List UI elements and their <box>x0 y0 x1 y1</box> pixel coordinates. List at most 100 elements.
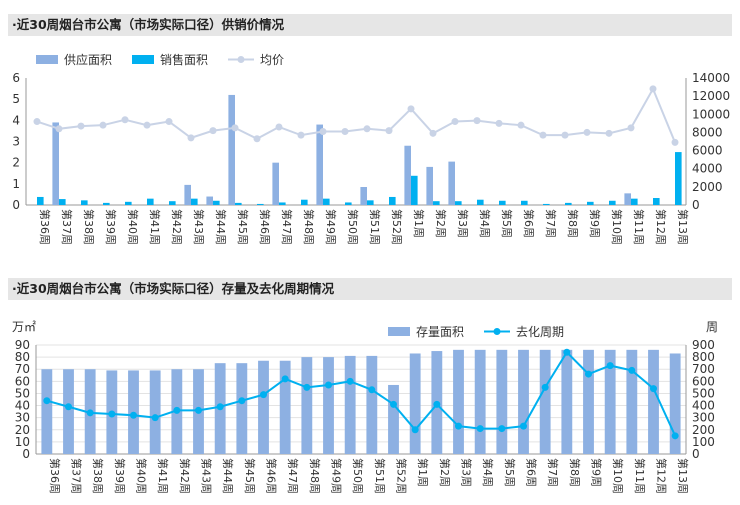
bar-销售面积 <box>675 152 682 205</box>
y-right-tick-label: 6000 <box>692 144 723 158</box>
x-tick-label: 第51周 <box>373 458 387 494</box>
bar-存量面积 <box>63 369 74 454</box>
y-left-tick-label: 0 <box>12 198 20 212</box>
point-去化周期 <box>606 362 614 370</box>
bar-存量面积 <box>323 357 334 454</box>
point-均价 <box>297 131 305 139</box>
point-去化周期 <box>151 414 159 422</box>
supply-sales-price-chart: 0 1 2 3 4 5 6 0 2000 4000 6000 8000 10000 12000 14000 第… <box>12 52 730 245</box>
x-tick-label: 第40周 <box>135 458 149 494</box>
x-tick-label: 第13周 <box>676 458 690 494</box>
y-left-tick-label: 2 <box>12 156 20 170</box>
x-tick-label: 第43周 <box>200 458 214 494</box>
y-left-tick-label: 20 <box>15 423 30 437</box>
point-去化周期 <box>281 375 289 383</box>
y-left-tick-label: 5 <box>12 92 20 106</box>
point-均价 <box>99 121 107 129</box>
bar-销售面积 <box>631 198 638 205</box>
point-均价 <box>319 128 327 136</box>
y-right-tick-label: 8000 <box>692 125 723 139</box>
x-tick-label: 第40周 <box>126 209 140 245</box>
bar-存量面积 <box>409 353 421 454</box>
y-right-tick-label: 300 <box>692 411 715 425</box>
x-tick-label: 第2周 <box>438 458 452 487</box>
x-tick-label: 第38周 <box>91 458 105 494</box>
x-tick-label: 第52周 <box>395 458 409 494</box>
x-tick-label: 第48周 <box>302 209 316 245</box>
y-right-tick-label: 800 <box>692 350 715 364</box>
bar-供应面积 <box>184 184 191 205</box>
bar-存量面积 <box>149 370 161 454</box>
x-tick-label: 第2周 <box>434 209 448 238</box>
bar-销售面积 <box>323 198 330 205</box>
bar-销售面积 <box>521 200 528 205</box>
y-right-tick-label: 400 <box>692 399 715 413</box>
point-去化周期 <box>368 386 376 394</box>
bar-销售面积 <box>653 198 660 205</box>
y-right-tick-label: 900 <box>692 338 715 352</box>
x-tick-label: 第5周 <box>503 458 517 487</box>
y-left-tick-label: 70 <box>15 362 30 376</box>
line-均价 <box>36 86 676 143</box>
x-tick-label: 第49周 <box>324 209 338 245</box>
y-left-tick-label: 10 <box>15 435 30 449</box>
point-均价 <box>143 121 151 129</box>
stock-cycle-chart: 0102030405060708090010020030040050060070… <box>12 320 718 494</box>
bar-供应面积 <box>316 124 323 205</box>
point-均价 <box>231 124 239 132</box>
bar-销售面积 <box>103 202 110 205</box>
x-tick-label: 第6周 <box>522 209 536 238</box>
x-tick-label: 第52周 <box>390 209 404 245</box>
point-去化周期 <box>498 425 506 433</box>
bar-销售面积 <box>609 200 616 205</box>
bar-供应面积 <box>52 122 59 205</box>
bar-存量面积 <box>583 349 594 454</box>
line-去化周期 <box>46 350 677 437</box>
point-均价 <box>583 128 591 136</box>
point-去化周期 <box>433 400 441 408</box>
point-去化周期 <box>563 348 571 356</box>
point-去化周期 <box>86 409 94 417</box>
bar-存量面积 <box>41 369 53 454</box>
y-right-tick-label: 100 <box>692 435 715 449</box>
y-left-tick-label: 0 <box>22 447 30 461</box>
y-right-tick-label: 700 <box>692 362 715 376</box>
bar-存量面积 <box>453 349 464 454</box>
bar-存量面积 <box>669 353 681 454</box>
bar-供应面积 <box>404 145 411 205</box>
x-tick-label: 第6周 <box>525 458 539 487</box>
bar-存量面积 <box>366 355 378 454</box>
y-right-tick-label: 200 <box>692 423 715 437</box>
x-tick-label: 第1周 <box>412 209 426 238</box>
x-tick-label: 第47周 <box>286 458 300 494</box>
bar-销售面积 <box>345 202 352 205</box>
bar-存量面积 <box>388 384 399 454</box>
bar-销售面积 <box>499 200 506 205</box>
x-tick-label: 第45周 <box>243 458 257 494</box>
point-均价 <box>165 118 173 126</box>
point-去化周期 <box>520 422 527 430</box>
bar-销售面积 <box>587 201 594 205</box>
y-left-tick-label: 60 <box>15 374 30 388</box>
x-tick-label: 第39周 <box>113 458 127 494</box>
x-tick-label: 第13周 <box>676 209 690 245</box>
point-均价 <box>429 129 437 137</box>
x-tick-label: 第46周 <box>265 458 279 494</box>
point-去化周期 <box>455 422 462 430</box>
x-tick-label: 第42周 <box>170 209 184 245</box>
x-tick-label: 第49周 <box>330 458 344 494</box>
bar-销售面积 <box>477 199 484 205</box>
bar-销售面积 <box>213 200 220 205</box>
point-均价 <box>517 121 525 129</box>
point-去化周期 <box>238 397 246 405</box>
y-right-tick-label: 10000 <box>692 107 730 121</box>
bar-存量面积 <box>648 349 659 454</box>
bar-销售面积 <box>125 201 132 205</box>
point-去化周期 <box>541 383 549 391</box>
y-right-tick-label: 600 <box>692 374 715 388</box>
point-去化周期 <box>260 391 267 399</box>
point-去化周期 <box>43 397 51 405</box>
point-均价 <box>275 123 283 131</box>
y-right-tick-label: 500 <box>692 386 715 400</box>
legend-swatch-供应面积 <box>36 55 58 64</box>
